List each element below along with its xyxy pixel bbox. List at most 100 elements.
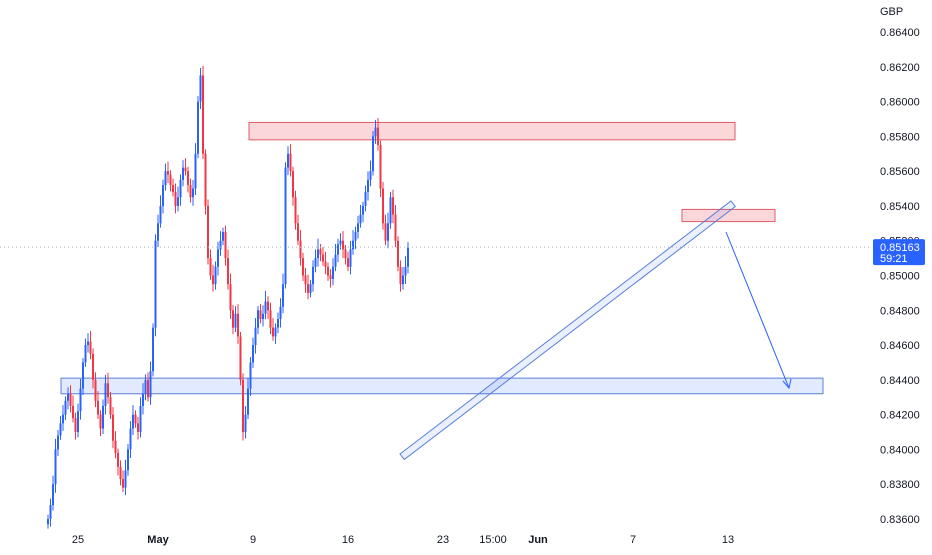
candle[interactable] <box>369 160 372 187</box>
candle[interactable] <box>147 372 149 402</box>
candle[interactable] <box>137 416 139 440</box>
candle[interactable] <box>109 391 112 419</box>
candle[interactable] <box>227 249 229 290</box>
candle[interactable] <box>374 120 377 144</box>
candle[interactable] <box>317 238 319 267</box>
candle[interactable] <box>52 475 54 511</box>
candle[interactable] <box>304 268 307 293</box>
candle[interactable] <box>187 166 189 193</box>
candle[interactable] <box>124 459 127 496</box>
candle[interactable] <box>172 178 174 197</box>
candle[interactable] <box>347 251 349 272</box>
candle[interactable] <box>54 438 57 493</box>
candle[interactable] <box>182 160 184 187</box>
candle[interactable] <box>367 171 369 201</box>
candle[interactable] <box>197 96 199 159</box>
candle[interactable] <box>249 357 252 397</box>
candle[interactable] <box>247 377 249 419</box>
candle[interactable] <box>94 372 97 408</box>
candle[interactable] <box>62 405 64 431</box>
candle[interactable] <box>392 189 394 224</box>
candle[interactable] <box>89 330 92 360</box>
candle[interactable] <box>397 236 399 272</box>
candle[interactable] <box>204 149 207 215</box>
candle[interactable] <box>199 68 202 110</box>
candle[interactable] <box>279 298 282 328</box>
candle[interactable] <box>262 305 264 327</box>
candle[interactable] <box>224 225 227 266</box>
candle[interactable] <box>284 162 287 289</box>
candle[interactable] <box>214 261 217 290</box>
time-axis[interactable]: 25 May 9 16 23 15:00 Jun 7 13 <box>72 534 734 546</box>
candle[interactable] <box>177 186 179 212</box>
candle[interactable] <box>244 406 247 439</box>
candle[interactable] <box>79 378 82 420</box>
candle[interactable] <box>69 385 72 413</box>
candle[interactable] <box>174 183 177 214</box>
candle[interactable] <box>394 205 397 248</box>
candle[interactable] <box>169 170 172 192</box>
candle[interactable] <box>112 407 114 449</box>
candle[interactable] <box>47 514 49 529</box>
candle[interactable] <box>152 323 154 377</box>
candle[interactable] <box>102 399 104 434</box>
candle[interactable] <box>154 234 157 337</box>
candle[interactable] <box>222 227 224 246</box>
candle[interactable] <box>364 185 367 212</box>
candle[interactable] <box>202 65 204 160</box>
candle[interactable] <box>234 306 237 333</box>
candle[interactable] <box>402 266 404 290</box>
candle[interactable] <box>287 146 289 176</box>
candle[interactable] <box>264 290 267 320</box>
candle[interactable] <box>212 264 214 292</box>
candle[interactable] <box>97 391 99 419</box>
candle[interactable] <box>344 245 347 265</box>
candle[interactable] <box>239 332 242 386</box>
candle[interactable] <box>334 244 337 272</box>
candle[interactable] <box>77 403 79 438</box>
candle[interactable] <box>324 252 327 275</box>
candle[interactable] <box>342 231 344 258</box>
candle[interactable] <box>82 358 84 395</box>
candle[interactable] <box>232 304 234 335</box>
candle[interactable] <box>362 201 364 223</box>
candle[interactable] <box>122 470 124 493</box>
candle[interactable] <box>237 304 239 344</box>
candle[interactable] <box>252 337 254 368</box>
candle[interactable] <box>404 256 407 285</box>
candle[interactable] <box>399 260 402 292</box>
candle[interactable] <box>99 410 102 437</box>
candle[interactable] <box>167 161 169 184</box>
candle[interactable] <box>322 247 324 266</box>
candle[interactable] <box>87 333 89 353</box>
candle[interactable] <box>277 312 279 334</box>
candle[interactable] <box>127 444 129 476</box>
candle[interactable] <box>114 431 117 459</box>
candle[interactable] <box>389 191 392 229</box>
candle[interactable] <box>179 174 182 206</box>
candle[interactable] <box>302 252 304 281</box>
candle[interactable] <box>242 373 244 441</box>
candle[interactable] <box>309 279 312 298</box>
candle[interactable] <box>352 230 354 255</box>
candle[interactable] <box>312 260 314 292</box>
candle[interactable] <box>229 273 232 319</box>
candle[interactable] <box>292 166 294 206</box>
candle-layer[interactable] <box>47 65 409 529</box>
candle[interactable] <box>289 144 292 177</box>
candle[interactable] <box>379 140 382 198</box>
candle[interactable] <box>219 231 222 256</box>
candle[interactable] <box>329 269 332 288</box>
candle[interactable] <box>59 415 62 440</box>
candle[interactable] <box>72 395 74 423</box>
candle[interactable] <box>377 118 379 151</box>
candle[interactable] <box>314 249 317 273</box>
candle[interactable] <box>357 215 359 239</box>
candle[interactable] <box>184 158 187 176</box>
candle[interactable] <box>349 240 352 275</box>
candle[interactable] <box>294 190 297 230</box>
candle[interactable] <box>382 182 384 230</box>
candle[interactable] <box>332 258 334 286</box>
